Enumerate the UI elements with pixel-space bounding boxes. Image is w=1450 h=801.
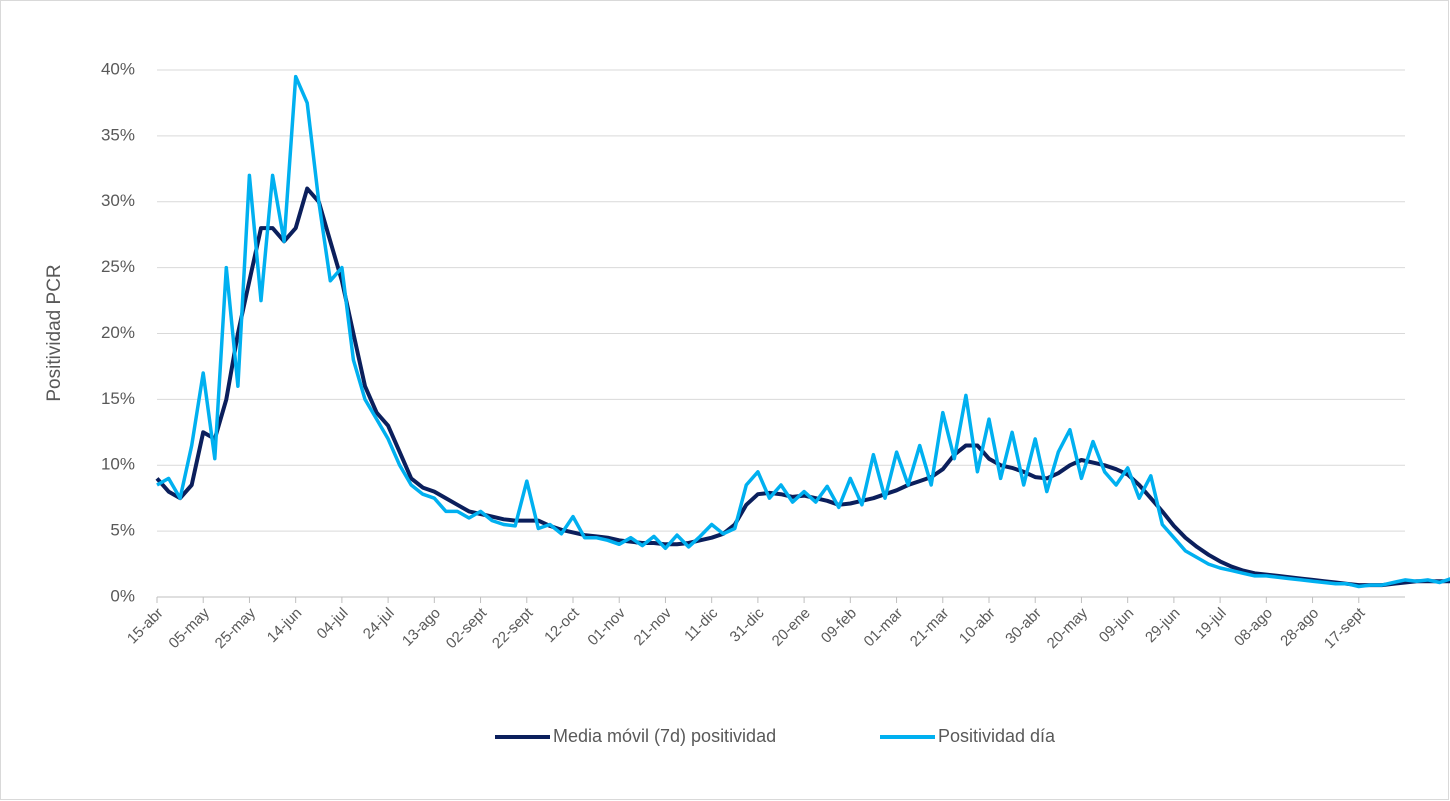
y-tick-label: 25%	[101, 257, 135, 276]
y-tick-label: 30%	[101, 191, 135, 210]
y-tick-label: 40%	[101, 59, 135, 78]
series-line	[156, 74, 1450, 589]
y-tick-label: 5%	[110, 521, 135, 540]
legend-label: Positividad día	[938, 726, 1056, 746]
legend-label: Media móvil (7d) positividad	[553, 726, 776, 746]
y-tick-label: 0%	[110, 586, 135, 605]
y-tick-label: 10%	[101, 455, 135, 474]
y-tick-label: 35%	[101, 125, 135, 144]
y-tick-label: 15%	[101, 389, 135, 408]
y-tick-label: 20%	[101, 323, 135, 342]
y-axis-title: Positividad PCR	[44, 264, 65, 401]
